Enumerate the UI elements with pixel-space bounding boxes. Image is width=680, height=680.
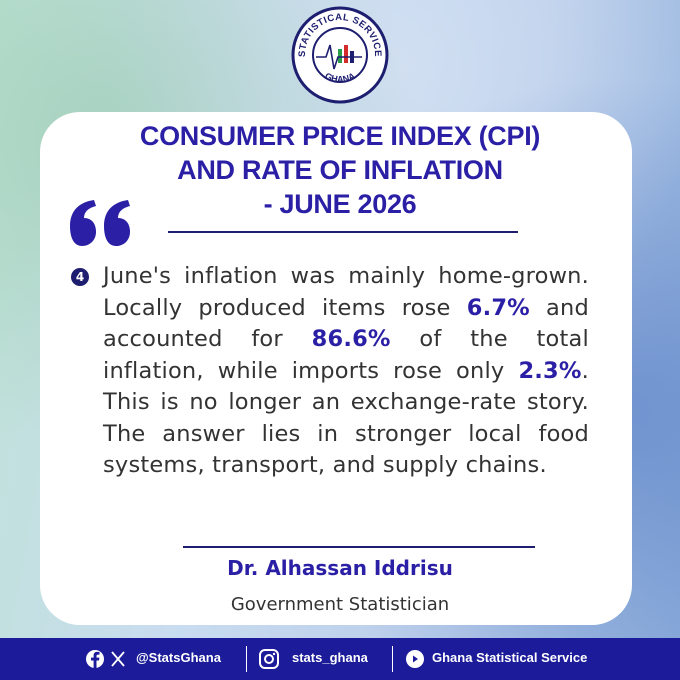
paragraph-text: of the total inflation, while imports ro… [103, 326, 589, 384]
title-line: CONSUMER PRICE INDEX (CPI) [139, 121, 541, 151]
highlight-text: 86.6% [311, 326, 391, 352]
instagram-icon [259, 649, 279, 669]
footer: @StatsGhana stats_ghana Ghana Statistica… [0, 638, 680, 680]
author-role: Government Statistician [230, 594, 450, 615]
logo-bottom-text: GHANA [323, 71, 357, 85]
divider [183, 546, 535, 548]
title: CONSUMER PRICE INDEX (CPI) AND RATE OF I… [40, 119, 640, 221]
divider [168, 231, 518, 233]
paragraph-text: . This is no longer an exchange-rate sto… [103, 357, 589, 479]
separator [246, 646, 247, 672]
paragraph-text: June's inflation was mainly home-grown. … [103, 263, 589, 321]
item-number: 4 [71, 268, 89, 286]
title-line: - JUNE 2026 [263, 189, 417, 219]
youtube-icon [406, 650, 424, 668]
author-name: Dr. Alhassan Iddrisu [227, 556, 453, 580]
highlight-text: 2.3% [518, 357, 582, 384]
social-icons [86, 650, 125, 668]
separator [392, 646, 393, 672]
quote-mark [70, 200, 130, 246]
card [40, 112, 632, 625]
youtube-handle[interactable]: Ghana Statistical Service [432, 650, 588, 665]
svg-text:GHANA: GHANA [323, 71, 357, 85]
instagram-handle[interactable]: stats_ghana [292, 650, 368, 665]
paragraph: June's inflation was mainly home-grown. … [103, 261, 589, 482]
paragraph-text: and accounted for [103, 294, 589, 353]
logo: STATISTICAL SERVICE GHANA [291, 6, 389, 104]
highlight-text: 6.7% [466, 294, 530, 321]
title-line: AND RATE OF INFLATION [177, 155, 503, 185]
facebook-x-handle[interactable]: @StatsGhana [136, 650, 221, 665]
